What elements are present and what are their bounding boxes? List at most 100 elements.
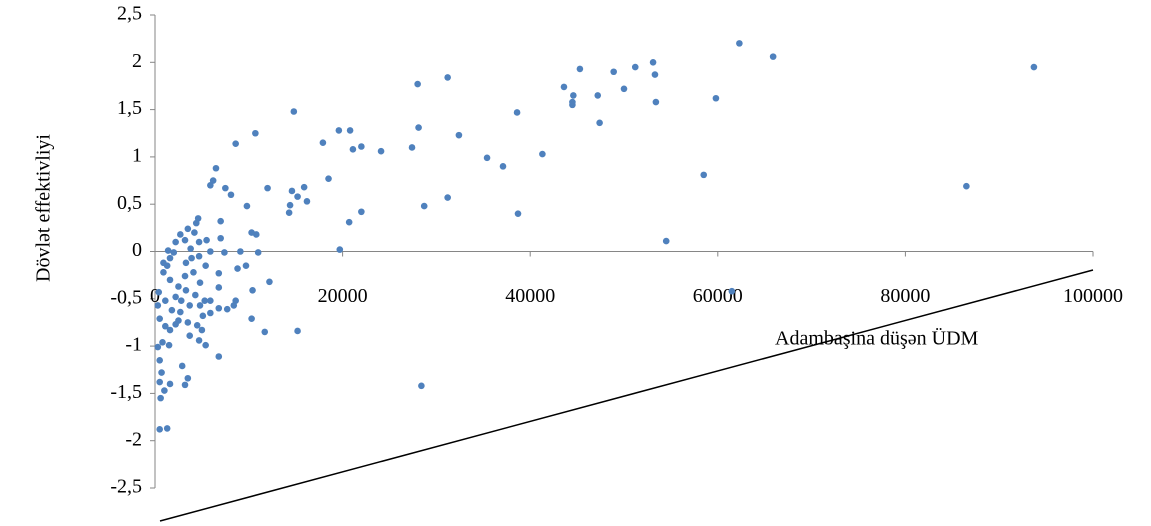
point — [243, 202, 251, 210]
point — [414, 80, 421, 88]
point — [418, 382, 425, 390]
decorative-line — [159, 269, 1094, 522]
point — [303, 198, 311, 205]
point — [651, 71, 659, 78]
point — [514, 210, 522, 217]
point — [195, 337, 203, 344]
y-tick-label: -1 — [125, 334, 142, 356]
point — [610, 68, 617, 76]
point — [1030, 63, 1038, 71]
y-tick-label: 1 — [132, 144, 142, 166]
point — [288, 187, 296, 195]
point — [166, 326, 174, 334]
point — [215, 353, 223, 360]
point — [165, 341, 173, 349]
point — [483, 154, 491, 162]
y-axis-title: Dövlət effektivliyi — [33, 134, 55, 282]
point — [217, 217, 224, 225]
point — [769, 53, 777, 60]
point — [963, 182, 970, 190]
point — [335, 127, 343, 134]
point — [252, 129, 259, 137]
point — [181, 236, 189, 244]
point — [207, 297, 214, 304]
x-tick-label: 80000 — [880, 285, 930, 307]
point — [177, 297, 185, 304]
point — [195, 238, 203, 246]
point — [182, 259, 190, 267]
point — [217, 234, 224, 242]
point — [156, 315, 163, 322]
point — [349, 146, 357, 153]
x-tick-label: 20000 — [318, 285, 368, 307]
y-tick-label: 2,5 — [117, 3, 142, 25]
point — [294, 327, 301, 335]
point — [156, 378, 163, 386]
point — [358, 208, 365, 216]
point — [248, 229, 255, 236]
point — [182, 286, 190, 294]
point — [172, 293, 179, 301]
point — [159, 339, 166, 346]
point — [294, 193, 301, 200]
point — [201, 297, 209, 304]
point — [187, 245, 194, 252]
point — [631, 63, 639, 71]
point — [191, 229, 198, 236]
point — [154, 343, 162, 351]
point — [186, 332, 194, 339]
point — [188, 254, 195, 262]
point — [455, 131, 463, 139]
point — [319, 139, 327, 147]
point — [192, 219, 200, 227]
point — [184, 225, 192, 233]
point — [162, 297, 169, 304]
point — [170, 249, 178, 256]
point — [215, 284, 223, 291]
point — [227, 191, 235, 199]
point — [172, 321, 179, 328]
point — [415, 124, 422, 131]
point — [728, 287, 736, 295]
point — [620, 85, 628, 93]
point — [184, 319, 192, 326]
point — [155, 288, 163, 296]
point — [408, 144, 416, 151]
point — [164, 247, 172, 254]
point — [290, 108, 298, 115]
point — [158, 369, 165, 376]
point — [539, 150, 546, 158]
point — [286, 201, 294, 209]
point — [160, 269, 167, 276]
point — [202, 341, 209, 349]
x-axis-title: Adambaşina düşən ÜDM — [775, 327, 979, 350]
point — [160, 259, 167, 267]
point — [156, 356, 163, 364]
point — [162, 322, 169, 330]
point — [193, 321, 201, 329]
point — [154, 302, 162, 309]
point — [207, 181, 214, 189]
point — [513, 109, 521, 116]
point — [178, 362, 186, 370]
point — [212, 164, 220, 172]
point — [163, 425, 171, 432]
point — [234, 265, 241, 272]
point — [190, 269, 197, 276]
point — [237, 248, 244, 255]
y-tick-label: 0,5 — [117, 192, 142, 214]
point — [499, 163, 507, 170]
point — [736, 40, 743, 47]
point — [221, 249, 228, 256]
point — [569, 101, 576, 109]
point — [199, 312, 207, 320]
point — [166, 380, 174, 388]
point — [377, 147, 385, 155]
point — [181, 272, 189, 280]
point — [248, 315, 255, 322]
point — [662, 237, 670, 245]
point — [207, 248, 214, 255]
point — [207, 309, 214, 317]
point — [177, 308, 184, 316]
point — [264, 184, 271, 192]
